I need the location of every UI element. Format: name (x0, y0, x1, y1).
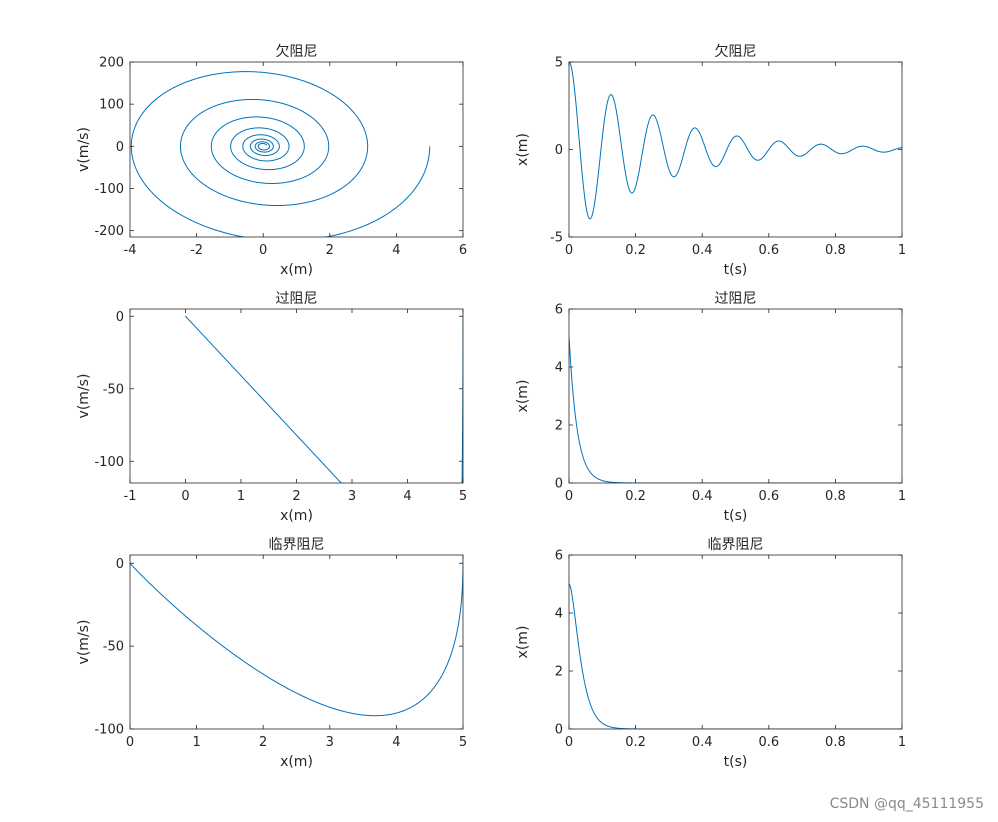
y-tick-label: -100 (94, 723, 124, 738)
x-tick-label: 1 (192, 735, 200, 750)
x-tick-label: 2 (259, 735, 267, 750)
y-tick-label: 0 (555, 143, 563, 158)
axes-box (129, 308, 464, 484)
x-tick-label: -1 (124, 489, 137, 504)
axes-box (129, 554, 464, 730)
series-line-5 (130, 562, 463, 717)
subplot-title: 欠阻尼 (276, 44, 318, 60)
subplot-title: 临界阻尼 (269, 537, 325, 553)
x-tick-label: 0 (565, 735, 573, 750)
x-tick-label: 4 (392, 243, 400, 258)
x-tick-label: 1 (898, 243, 906, 258)
x-tick-label: 0.6 (758, 243, 779, 258)
axes-box (568, 308, 903, 484)
x-axis-label: t(s) (724, 754, 748, 770)
y-tick-label: 100 (99, 98, 124, 113)
x-tick-label: 0.8 (825, 243, 846, 258)
y-tick-label: 0 (555, 477, 563, 492)
y-tick-label: 2 (555, 665, 563, 680)
y-tick-label: 4 (555, 607, 563, 622)
y-tick-label: 0 (116, 140, 124, 155)
x-axis-label: x(m) (280, 262, 313, 278)
subplot-1: -4 -2 0 2 4 6 -200 -100 0 100 200 欠阻尼 x(m) v(m/s) (76, 44, 467, 278)
x-tick-label: 0 (565, 243, 573, 258)
subplot-title: 欠阻尼 (715, 44, 757, 60)
subplot-5: 0 1 2 3 4 5 -100 -50 0 临界阻尼 x(m) v(m/s) (76, 537, 467, 770)
watermark-text: CSDN @qq_45111955 (829, 796, 984, 812)
x-tick-label: 4 (392, 735, 400, 750)
x-tick-label: 0.2 (625, 735, 646, 750)
x-axis-label: x(m) (280, 508, 313, 524)
x-tick-label: 0 (259, 243, 267, 258)
y-tick-label: 0 (116, 557, 124, 572)
y-axis-label: v(m/s) (76, 127, 92, 172)
series-line-3 (185, 315, 463, 483)
x-tick-label: -2 (190, 243, 203, 258)
series-line-6 (569, 583, 902, 729)
series-line-2 (569, 62, 902, 220)
x-tick-label: 0.2 (625, 243, 646, 258)
x-tick-label: 5 (459, 735, 467, 750)
x-tick-label: 1 (237, 489, 245, 504)
x-tick-label: 0 (181, 489, 189, 504)
y-tick-label: 6 (555, 303, 563, 318)
series-line-4 (569, 337, 902, 483)
x-tick-label: 2 (326, 243, 334, 258)
x-axis-label: t(s) (724, 508, 748, 524)
y-tick-label: -100 (94, 455, 124, 470)
x-tick-label: 4 (403, 489, 411, 504)
x-tick-label: 0.6 (758, 735, 779, 750)
x-tick-label: 3 (348, 489, 356, 504)
subplot-3: -1 0 1 2 3 4 5 -100 -50 0 过阻尼 x(m) v(m/s) (76, 291, 467, 524)
y-axis-label: x(m) (515, 380, 531, 413)
x-tick-label: 0.2 (625, 489, 646, 504)
subplot-4: 0 0.2 0.4 0.6 0.8 1 0 2 4 6 过阻尼 t(s) x(m) (515, 291, 906, 524)
y-tick-label: 2 (555, 419, 563, 434)
y-tick-label: -5 (550, 231, 563, 246)
y-tick-label: -50 (103, 382, 124, 397)
y-tick-label: -100 (94, 182, 124, 197)
x-tick-label: 6 (459, 243, 467, 258)
x-tick-label: 0 (565, 489, 573, 504)
x-tick-label: 5 (459, 489, 467, 504)
y-tick-label: 4 (555, 361, 563, 376)
y-tick-label: 6 (555, 549, 563, 564)
x-tick-label: 0.8 (825, 735, 846, 750)
y-tick-label: 0 (116, 310, 124, 325)
y-tick-label: 200 (99, 56, 124, 71)
y-tick-label: -50 (103, 640, 124, 655)
subplot-title: 临界阻尼 (708, 537, 764, 553)
x-tick-label: -4 (124, 243, 137, 258)
x-tick-label: 3 (326, 735, 334, 750)
series-line-1 (130, 71, 431, 237)
x-tick-label: 0.4 (692, 243, 713, 258)
x-tick-label: 0.4 (692, 735, 713, 750)
subplot-6: 0 0.2 0.4 0.6 0.8 1 0 2 4 6 临界阻尼 t(s) x(m) (515, 537, 906, 770)
x-tick-label: 0.8 (825, 489, 846, 504)
x-tick-label: 0.4 (692, 489, 713, 504)
x-tick-label: 0.6 (758, 489, 779, 504)
y-axis-label: x(m) (515, 133, 531, 166)
y-axis-label: x(m) (515, 626, 531, 659)
x-axis-label: t(s) (724, 262, 748, 278)
x-tick-label: 1 (898, 735, 906, 750)
subplot-title: 过阻尼 (276, 291, 318, 307)
x-tick-label: 0 (126, 735, 134, 750)
y-axis-label: v(m/s) (76, 620, 92, 665)
x-tick-label: 1 (898, 489, 906, 504)
axes-box (568, 554, 903, 730)
subplot-title: 过阻尼 (715, 291, 757, 307)
y-tick-label: 0 (555, 723, 563, 738)
axes-box (129, 61, 464, 238)
y-tick-label: -200 (94, 224, 124, 239)
y-axis-label: v(m/s) (76, 374, 92, 419)
y-tick-label: 5 (555, 56, 563, 71)
x-axis-label: x(m) (280, 754, 313, 770)
x-tick-label: 2 (292, 489, 300, 504)
